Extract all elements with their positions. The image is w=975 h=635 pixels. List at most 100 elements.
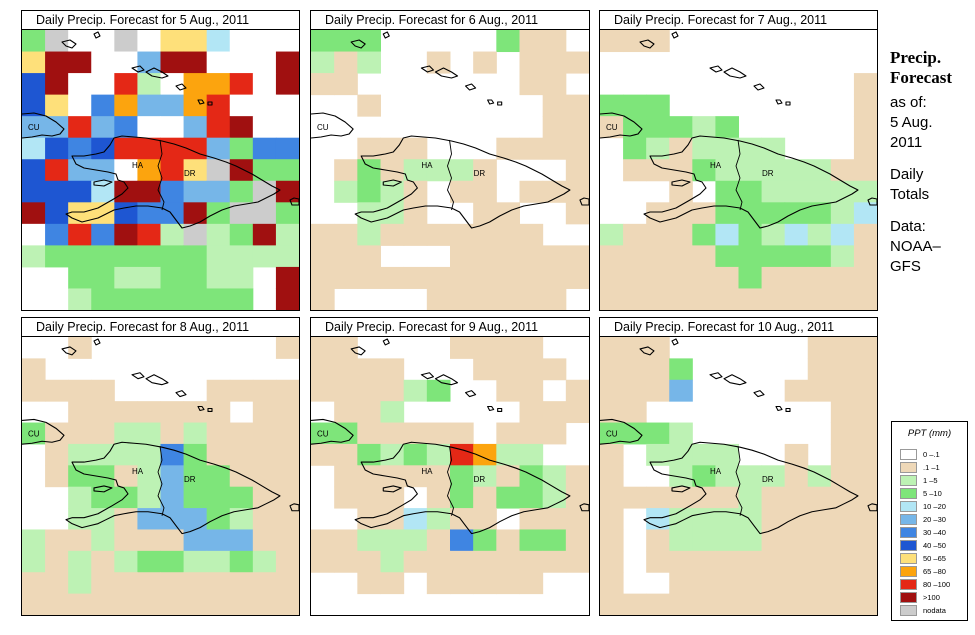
precip-cell	[807, 486, 832, 509]
precip-cell	[473, 180, 497, 203]
precip-cell	[715, 443, 739, 466]
precip-cell	[600, 529, 624, 552]
precip-cell	[311, 266, 335, 289]
precip-cell	[357, 180, 381, 203]
precip-cell	[183, 401, 208, 424]
precip-cell	[137, 180, 161, 203]
precip-cell	[519, 245, 544, 268]
precip-cell	[519, 443, 544, 466]
precip-cell	[229, 266, 254, 289]
precip-cell	[646, 245, 670, 268]
precip-cell	[229, 73, 254, 96]
precip-cell	[68, 116, 92, 139]
precip-cell	[91, 159, 115, 182]
precip-cell	[623, 486, 647, 509]
precip-cell	[275, 529, 299, 552]
precip-cell	[114, 223, 138, 246]
legend-swatch	[900, 591, 917, 603]
precip-cell	[334, 180, 358, 203]
precip-cell	[91, 73, 115, 96]
precip-cell	[496, 529, 520, 552]
puerto-rico-coastline	[289, 197, 299, 206]
precip-cell	[45, 202, 69, 225]
precip-cell	[738, 266, 763, 289]
precip-cell	[252, 529, 277, 552]
precip-cell	[542, 358, 567, 381]
precip-cell	[137, 465, 161, 488]
totals-line1: Daily	[890, 166, 924, 183]
map-canvas: CU HA DR	[22, 30, 299, 310]
precip-cell	[853, 73, 877, 96]
precip-cell	[160, 180, 185, 203]
precip-cell	[496, 358, 520, 381]
precip-cell	[252, 223, 277, 246]
precip-cell	[137, 401, 161, 424]
precip-cell	[334, 73, 358, 96]
legend-item: 65 –80	[900, 565, 946, 577]
precip-cell	[357, 51, 381, 74]
gonave-coastline	[93, 179, 113, 187]
precip-cell	[334, 401, 358, 424]
puerto-rico-coastline	[579, 197, 589, 206]
precip-cell	[252, 202, 277, 225]
precip-cell	[357, 159, 381, 182]
precip-cell	[542, 486, 567, 509]
country-label-haiti: HA	[710, 467, 722, 476]
precip-cell	[45, 245, 69, 268]
precip-cell	[669, 245, 693, 268]
gonave-coastline	[382, 485, 402, 493]
coastline-layer: CU HA DR	[22, 338, 299, 535]
precip-cell	[692, 572, 716, 595]
precip-cell	[45, 465, 69, 488]
precip-cell	[380, 401, 405, 424]
precip-cell	[473, 358, 497, 381]
precip-cell	[450, 508, 474, 530]
precip-cell	[450, 180, 474, 203]
precip-cell	[600, 358, 624, 381]
precip-cell	[114, 465, 138, 488]
precip-cell	[380, 379, 405, 402]
precip-cell	[623, 358, 647, 381]
precip-cell	[91, 137, 115, 160]
precip-cell	[183, 486, 208, 509]
precip-cell	[473, 288, 497, 310]
panel-title: Daily Precip. Forecast for 6 Aug., 2011	[310, 10, 590, 29]
precip-cell	[252, 94, 277, 117]
precip-cell	[357, 266, 381, 289]
precip-cell	[275, 593, 299, 615]
precip-cell	[692, 223, 716, 246]
precip-cell	[183, 550, 208, 573]
precip-cell	[275, 73, 299, 96]
precip-cell	[206, 73, 231, 96]
map-canvas: CU HA DR	[22, 337, 299, 615]
legend-item: .1 –1	[900, 461, 940, 473]
precip-cell	[357, 443, 381, 466]
precip-cell	[715, 223, 739, 246]
precip-cell	[646, 159, 670, 182]
precip-cell	[183, 51, 208, 74]
precip-cell	[646, 443, 670, 466]
precip-cell	[646, 550, 670, 573]
precip-cell	[807, 379, 832, 402]
as-of-label: as of:	[890, 94, 927, 111]
legend-swatch	[900, 448, 917, 460]
precip-cell	[519, 379, 544, 402]
precip-cell	[669, 572, 693, 595]
cuba-coastline	[600, 418, 643, 445]
precip-cell	[692, 550, 716, 573]
precip-cell	[160, 288, 185, 310]
precip-cell	[160, 30, 185, 53]
precip-cell	[715, 486, 739, 509]
legend-item: 80 –100	[900, 578, 950, 590]
precip-cell	[45, 443, 69, 466]
precip-cell	[519, 180, 544, 203]
precip-cell	[229, 572, 254, 595]
precip-cell	[600, 337, 624, 359]
precip-cell	[160, 401, 185, 424]
precip-cell	[450, 486, 474, 509]
legend-title: PPT (mm)	[907, 428, 952, 439]
precip-cell	[45, 116, 69, 139]
hispaniola-coastline	[65, 135, 281, 229]
precip-cell	[784, 572, 809, 595]
precip-cell	[45, 572, 69, 595]
